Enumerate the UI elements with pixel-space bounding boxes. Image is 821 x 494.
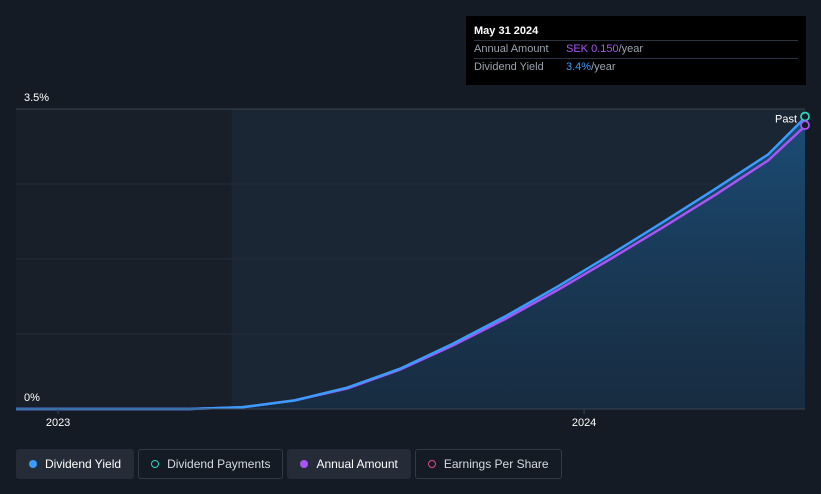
tooltip-yield-value: 3.4% [566,61,592,73]
tooltip-date: May 31 2024 [474,25,539,37]
legend-dot-icon [300,460,309,468]
legend-dividend-payments[interactable]: Dividend Payments [138,449,284,479]
tooltip-annual-unit: /year [618,43,644,55]
tooltip-yield-row: Dividend Yield 3.4%/year [474,58,798,76]
tooltip-yield-unit: /year [591,61,616,73]
yield-endpoint-marker [800,111,810,122]
legend-label: Earnings Per Share [443,457,549,471]
tooltip: May 31 2024 Annual Amount SEK 0.150/year… [466,16,806,85]
legend-label: Dividend Payments [167,457,271,471]
legend-ring-icon [427,460,436,468]
tooltip-annual-value: SEK 0.150 [566,43,619,55]
dividend-yield-line [16,116,806,411]
legend-dividend-yield[interactable]: Dividend Yield [16,449,135,479]
legend-ring-icon [151,460,160,468]
legend: Dividend Yield Dividend Payments Annual … [16,449,562,479]
tooltip-annual-label: Annual Amount [474,43,549,55]
x-tick-2023: 2023 [46,417,70,429]
tooltip-annual-row: Annual Amount SEK 0.150/year [474,40,798,58]
past-label: Past [775,114,797,126]
legend-label: Annual Amount [316,457,398,471]
amount-endpoint-marker [800,120,810,131]
legend-earnings-per-share[interactable]: Earnings Per Share [414,449,562,479]
legend-label: Dividend Yield [45,457,122,471]
legend-dot-icon [29,460,37,468]
legend-annual-amount[interactable]: Annual Amount [287,449,411,479]
dividend-chart: 3.5% 0% 2023 2024 Past [16,92,810,429]
y-tick-zero: 0% [24,392,40,404]
dividend-yield-area [231,117,805,409]
x-tick-2024: 2024 [572,417,596,429]
tooltip-yield-label: Dividend Yield [474,61,544,73]
y-tick-max: 3.5% [24,92,49,104]
